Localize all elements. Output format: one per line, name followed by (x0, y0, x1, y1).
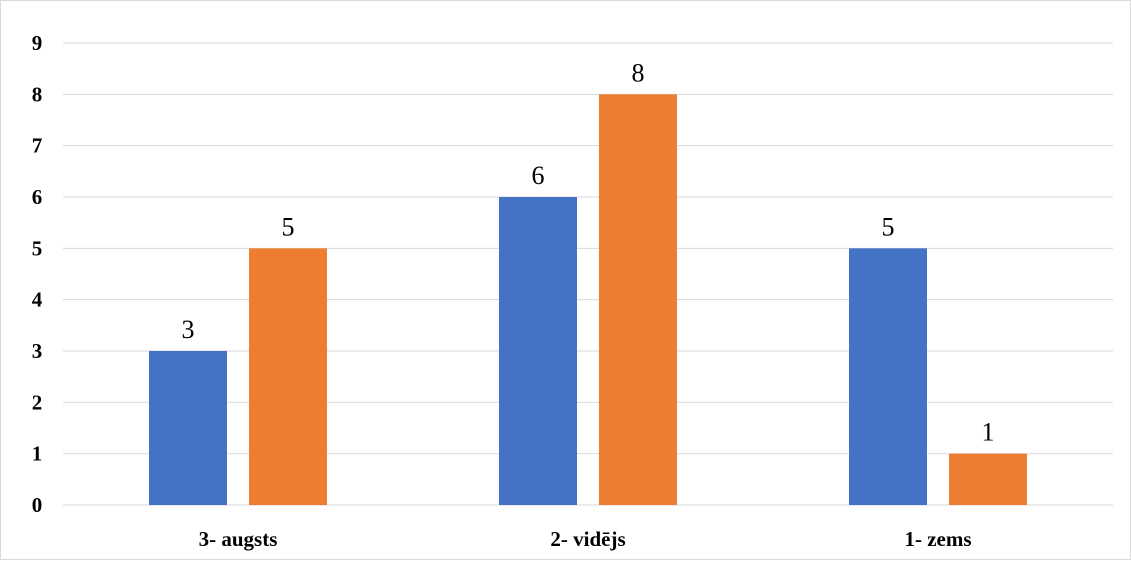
data-labels: 3 5 6 8 5 1 (182, 58, 995, 446)
gridlines (63, 42, 1113, 506)
x-tick-label: 1- zems (904, 527, 971, 551)
bar (599, 94, 677, 505)
bar (499, 197, 577, 505)
y-tick-label: 8 (32, 82, 43, 106)
data-label: 5 (282, 212, 295, 241)
data-label: 3 (182, 315, 195, 344)
data-label: 5 (882, 212, 895, 241)
y-tick-label: 2 (32, 390, 43, 414)
bar (849, 248, 927, 506)
y-tick-label: 9 (32, 31, 43, 55)
x-tick-label: 3- augsts (199, 527, 278, 551)
data-label: 1 (982, 418, 995, 447)
bar (249, 248, 327, 506)
y-tick-label: 5 (32, 236, 43, 260)
data-label: 6 (532, 161, 545, 190)
y-axis: 0 1 2 3 4 5 6 7 8 9 (32, 31, 43, 517)
bar (949, 453, 1027, 505)
data-label: 8 (632, 58, 645, 87)
y-tick-label: 1 (32, 442, 43, 466)
y-tick-label: 0 (32, 493, 43, 517)
y-tick-label: 4 (32, 288, 43, 312)
x-axis: 3- augsts 2- vidējs 1- zems (199, 527, 972, 551)
y-tick-label: 3 (32, 339, 43, 363)
bars (149, 94, 1027, 506)
x-tick-label: 2- vidējs (550, 527, 625, 551)
y-tick-label: 6 (32, 185, 43, 209)
y-tick-label: 7 (32, 134, 43, 158)
bar (149, 351, 227, 505)
